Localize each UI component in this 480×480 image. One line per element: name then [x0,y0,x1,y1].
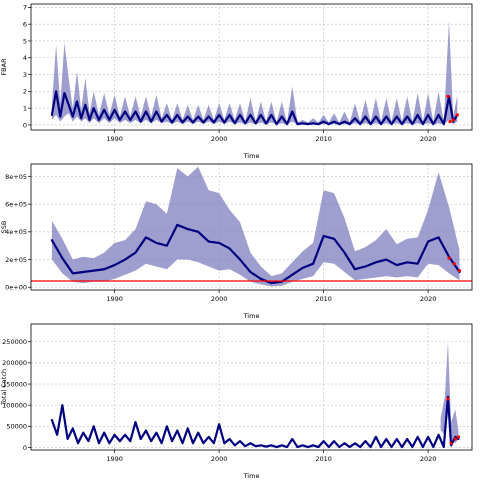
fbar-ytick-label-2: 2 [23,88,27,96]
fbar-forecast-point-2 [451,118,455,122]
fbar-median-line [50,90,459,126]
total-catch-ytick-label-0: 0 [23,444,27,452]
ssb-xtick-label-2000: 2000 [211,295,228,303]
fbar-uncertainty-band [51,20,458,125]
total-catch-xtick-label-2020: 2020 [420,455,437,463]
total-catch-ytick-label-150000: 150000 [2,380,27,388]
total-catch-ytick-label-100000: 100000 [2,401,27,409]
total-catch-xtick-label-2010: 2010 [315,455,332,463]
fbar-xtick-label-2010: 2010 [315,135,332,143]
ssb-xtick-label-2020: 2020 [420,295,437,303]
ssb-panel: 1990 2000 2010 2020 0e+00 2e+05 4e+05 6e+05 8e+0… [0,163,473,320]
ssb-median-line [50,223,461,285]
total-catch-panel: 1990 2000 2010 2020 0 50000 100000 150000 200000… [0,323,473,480]
total-catch-forecast-point-1 [449,441,453,445]
total-catch-uncertainty-band [440,341,459,444]
fbar-forecast-point-3 [455,113,459,117]
fbar-xtick-label-2000: 2000 [211,135,228,143]
total-catch-xtick-label-2000: 2000 [211,455,228,463]
total-catch-xtick-label-1990: 1990 [106,455,123,463]
fbar-ytick-label-6: 6 [23,20,27,28]
total-catch-forecast-point-3 [456,435,461,439]
total-catch-median-line [50,395,460,449]
fbar-forecast-point-1 [448,120,452,124]
fbar-ytick-label-4: 4 [23,54,27,62]
total-catch-ytick-label-200000: 200000 [2,359,27,367]
ssb-ytick-label-0: 0e+00 [5,284,27,292]
fbar-ytick-label-1: 1 [23,104,27,112]
ssb-x-axis-title: Time [243,312,260,320]
ssb-xtick-label-1990: 1990 [106,295,123,303]
total-catch-forecast-point-0 [446,397,450,401]
fbar-ytick-label-5: 5 [23,37,27,45]
ssb-ytick-label-400000: 4e+05 [5,228,27,236]
ssb-uncertainty-band [51,166,460,287]
ssb-forecast-point-1 [452,262,456,266]
fbar-ytick-label-3: 3 [23,71,27,79]
total-catch-forecast-point-2 [453,437,457,441]
fbar-plot-frame [30,3,473,131]
ssb-forecast-point-0 [447,256,451,260]
fbar-forecast-point-0 [446,94,450,98]
ssb-forecast-point-2 [457,269,462,273]
total-catch-ytick-label-50000: 50000 [6,423,27,431]
fbar-ytick-label-7: 7 [23,4,27,12]
ssb-ytick-label-200000: 2e+05 [5,256,27,264]
ssb-xtick-label-2010: 2010 [315,295,332,303]
fbar-xtick-label-2020: 2020 [420,135,437,143]
ssb-y-axis-title: SSB [0,221,8,234]
total-catch-plot-frame [30,323,473,451]
ssb-ytick-label-600000: 6e+05 [5,200,27,208]
ssb-plot-frame [30,163,473,291]
fbar-ytick-label-0: 0 [23,121,27,129]
ssb-ytick-label-800000: 8e+05 [5,173,27,181]
fbar-xtick-label-1990: 1990 [106,135,123,143]
total-catch-ytick-label-250000: 250000 [2,338,27,346]
fbar-y-axis-title: FBAR [0,58,8,76]
fbar-x-axis-title: Time [243,152,260,160]
total-catch-y-axis-title: Total Catch [0,369,8,406]
total-catch-x-axis-title: Time [243,472,260,480]
fbar-panel: 1990 2000 2010 2020 0 1 2 3 4 5 6 7 Time FBAR [0,3,473,160]
